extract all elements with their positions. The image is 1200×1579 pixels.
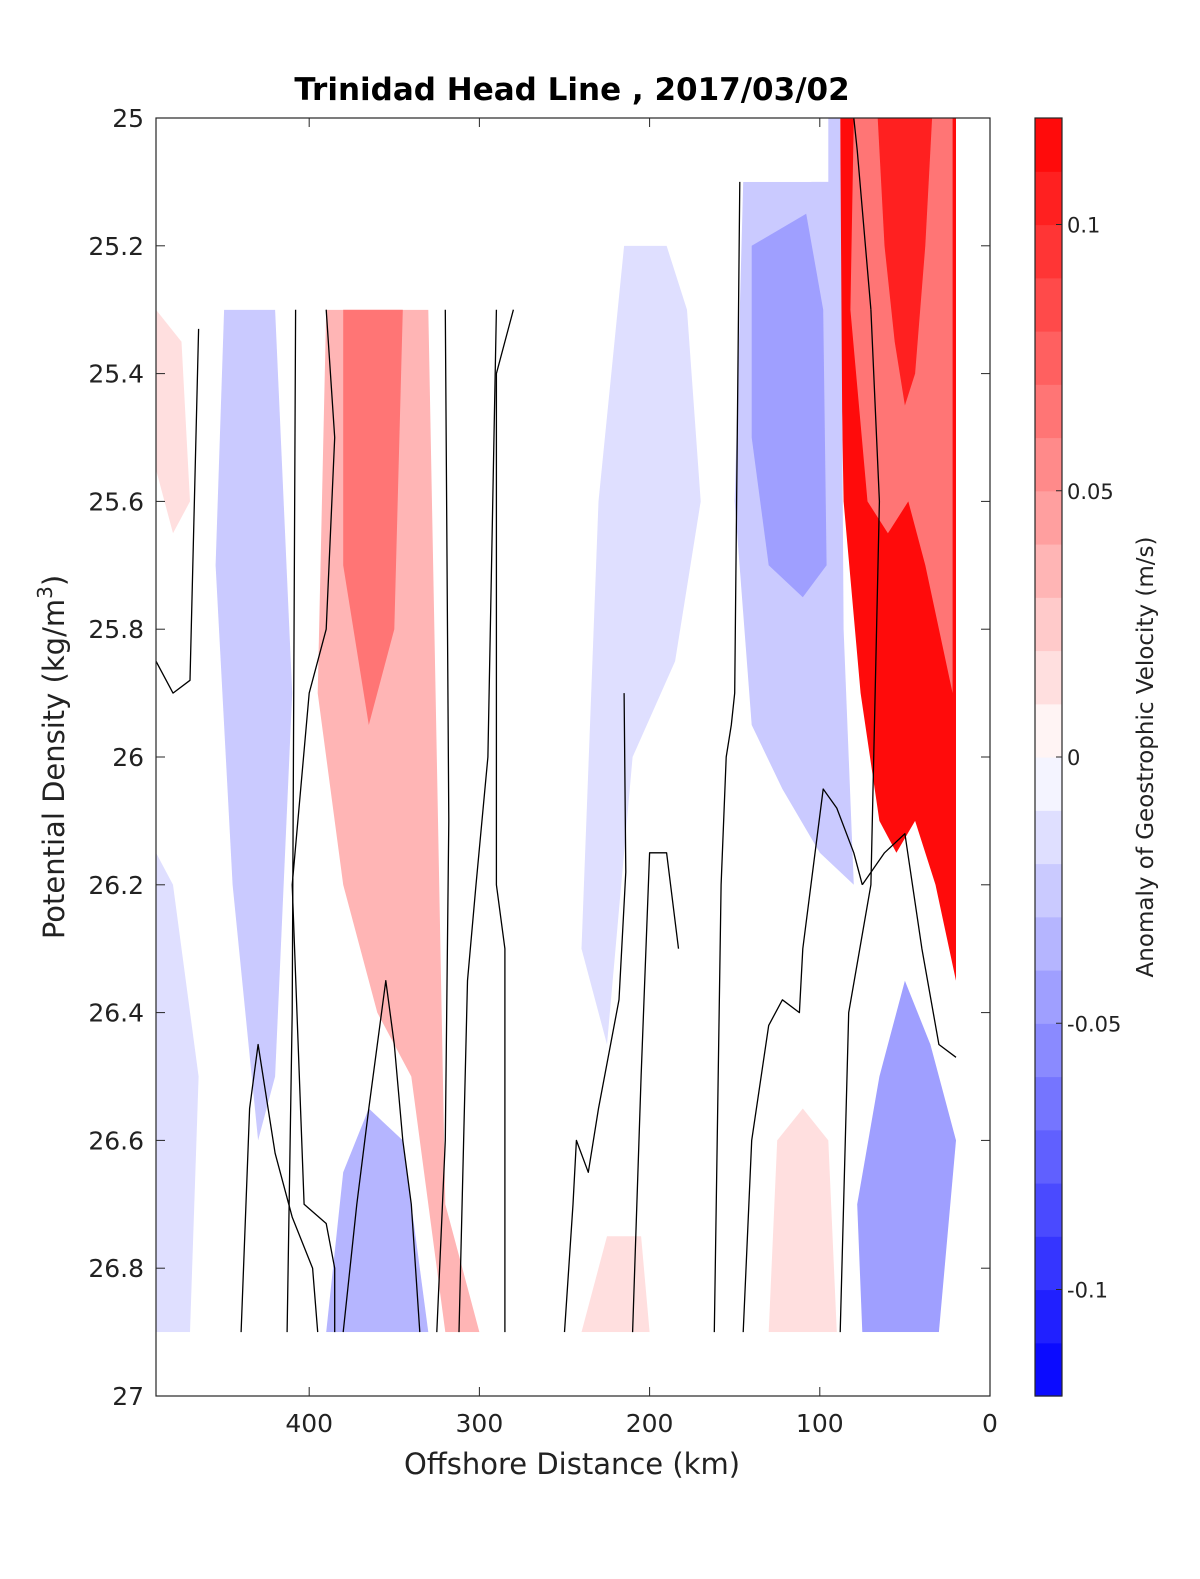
- plot-area: [156, 118, 990, 1396]
- zero-contour-13: [861, 833, 957, 1058]
- colorbar-band: [1035, 1076, 1062, 1131]
- zero-contour-7: [495, 309, 515, 1333]
- velocity-region-8: [215, 309, 293, 1141]
- colorbar-band: [1035, 277, 1062, 332]
- y-axis: 25 25.2 25.4 25.6 25.8 26 26.2 26.4 26.6 26.8 27: [88, 104, 990, 1411]
- colorbar-tick-label: -0.05: [1067, 1012, 1121, 1036]
- zero-contour-4: [342, 980, 421, 1333]
- no-data-region-0: [156, 118, 829, 310]
- colorbar-band: [1035, 916, 1062, 971]
- y-tick-label: 26.2: [88, 871, 144, 900]
- y-tick-label: 26.8: [88, 1254, 144, 1283]
- colorbar-band: [1035, 544, 1062, 598]
- colorbar-band: [1035, 118, 1062, 172]
- x-tick-label: 200: [626, 1409, 674, 1438]
- y-axis-label-close: ): [37, 575, 71, 586]
- colorbar-band: [1035, 703, 1062, 758]
- zero-contour-2: [286, 309, 297, 1333]
- velocity-region-13: [156, 309, 190, 534]
- x-axis: 400 300 200 100 0: [285, 118, 998, 1438]
- zero-contour-1: [240, 1043, 319, 1333]
- zero-contour-11: [742, 788, 863, 1333]
- colorbar-band: [1035, 384, 1062, 439]
- y-tick-label: 25.6: [88, 487, 144, 516]
- colorbar-band: [1035, 331, 1062, 385]
- colorbar-band: [1035, 757, 1062, 811]
- zero-contour-3: [291, 309, 336, 1333]
- y-axis-label: Potential Density (kg/m3): [33, 575, 71, 939]
- colorbar-tick-label: 0.05: [1067, 480, 1114, 504]
- colorbar-band: [1035, 1289, 1062, 1344]
- y-tick-label: 26.4: [88, 999, 144, 1028]
- velocity-region-1: [850, 118, 953, 694]
- zero-contour-8: [563, 693, 627, 1333]
- colorbar-band: [1035, 1129, 1062, 1184]
- velocity-region-12: [581, 1236, 650, 1333]
- y-tick-label: 27: [112, 1382, 144, 1411]
- y-tick-label: 25.2: [88, 232, 144, 261]
- colorbar-band: [1035, 863, 1062, 918]
- velocity-region-11: [768, 1108, 837, 1333]
- zero-contour-layer: [156, 118, 957, 1333]
- colorbar-bands: [1035, 118, 1062, 1397]
- y-tick-label: 25: [112, 104, 144, 133]
- velocity-region-7: [343, 245, 403, 726]
- no-data-region-1: [156, 1332, 990, 1396]
- x-axis-label: Offshore Distance (km): [404, 1447, 740, 1481]
- colorbar-band: [1035, 490, 1062, 545]
- colorbar-band: [1035, 1236, 1062, 1291]
- zero-contour-6: [458, 309, 498, 1333]
- colorbar-band: [1035, 224, 1062, 279]
- y-axis-label-superscript: 3: [33, 586, 57, 599]
- zero-contour-0: [156, 328, 200, 694]
- colorbar-band: [1035, 437, 1062, 492]
- colorbar-band: [1035, 597, 1062, 652]
- velocity-fill-layer: [156, 118, 956, 1333]
- x-tick-label: 300: [456, 1409, 504, 1438]
- x-tick-label: 400: [285, 1409, 333, 1438]
- chart-title: Trinidad Head Line , 2017/03/02: [294, 72, 849, 108]
- colorbar-band: [1035, 810, 1062, 865]
- x-tick-label: 100: [796, 1409, 844, 1438]
- colorbar: 0.1 0.05 0 -0.05 -0.1 Anomaly of Geostrophic…: [1034, 117, 1159, 1397]
- y-tick-label: 25.8: [88, 615, 144, 644]
- colorbar-band: [1035, 171, 1062, 226]
- colorbar-label: Anomaly of Geostrophic Velocity (m/s): [1133, 537, 1159, 978]
- colorbar-band: [1035, 1023, 1062, 1078]
- colorbar-ticks: 0.1 0.05 0 -0.05 -0.1: [1056, 214, 1121, 1303]
- y-tick-label: 26.6: [88, 1126, 144, 1155]
- no-data-region-2: [956, 118, 990, 1396]
- y-tick-label: 25.4: [88, 360, 144, 389]
- velocity-region-14: [156, 852, 199, 1333]
- colorbar-band: [1035, 1183, 1062, 1237]
- zero-contour-5: [436, 309, 450, 1333]
- no-data-layer: [156, 118, 990, 1396]
- velocity-region-5: [581, 245, 701, 1045]
- zero-contour-14: [853, 118, 872, 310]
- y-tick-label: 26: [112, 743, 144, 772]
- zero-contour-12: [839, 309, 881, 1333]
- colorbar-tick-label: 0: [1067, 746, 1080, 770]
- x-tick-label: 0: [982, 1409, 998, 1438]
- colorbar-tick-label: 0.1: [1067, 214, 1100, 238]
- velocity-region-9: [326, 1108, 429, 1333]
- colorbar-band: [1035, 650, 1062, 705]
- velocity-region-4: [751, 213, 827, 598]
- y-axis-label-main: Potential Density (kg/m: [37, 599, 71, 939]
- colorbar-band: [1035, 970, 1062, 1024]
- colorbar-band: [1035, 1342, 1062, 1397]
- zero-contour-9: [631, 852, 680, 1333]
- velocity-region-2: [877, 118, 933, 406]
- colorbar-tick-label: -0.1: [1067, 1279, 1108, 1303]
- velocity-region-10: [857, 980, 956, 1333]
- zero-contour-10: [713, 181, 741, 1333]
